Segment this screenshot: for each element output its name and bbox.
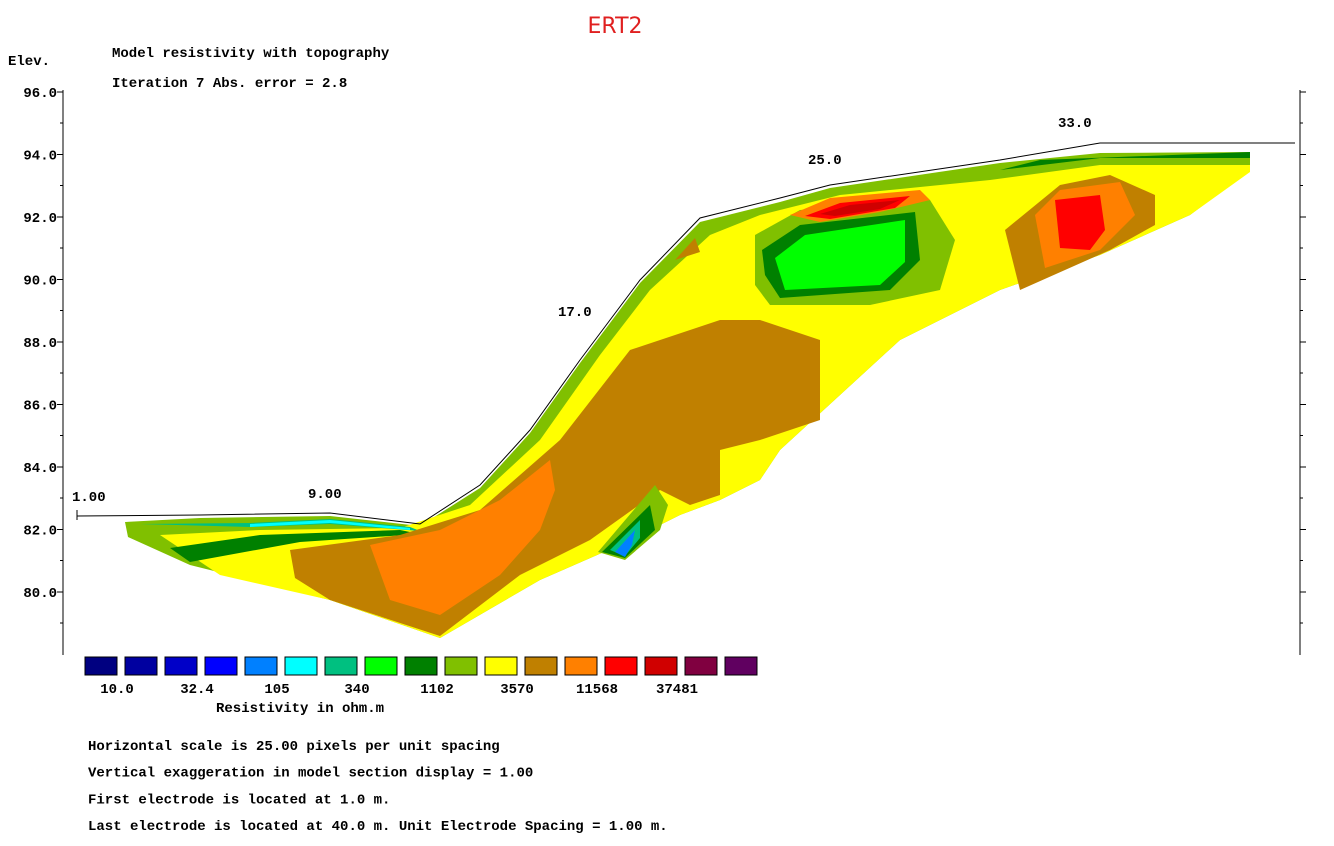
legend-swatch: [204, 656, 238, 676]
y-tick-label: 96.0: [23, 86, 57, 102]
legend-label: 1102: [420, 682, 454, 698]
footer-line: Last electrode is located at 40.0 m. Uni…: [88, 819, 668, 835]
y-tick-label: 86.0: [23, 399, 57, 415]
legend-label: 32.4: [180, 682, 214, 698]
y-tick-label: 84.0: [23, 461, 57, 477]
electrode-label: 1.00: [72, 490, 106, 506]
y-tick-label: 92.0: [23, 211, 57, 227]
legend-label: 37481: [656, 682, 698, 698]
legend-swatch: [124, 656, 158, 676]
header-line: Model resistivity with topography: [112, 46, 390, 62]
y-tick-label: 82.0: [23, 524, 57, 540]
legend-swatch: [644, 656, 678, 676]
legend-label: 3570: [500, 682, 534, 698]
electrode-label: 9.00: [308, 487, 342, 503]
electrode-label: 25.0: [808, 153, 842, 169]
legend-swatch: [164, 656, 198, 676]
footer-line: First electrode is located at 1.0 m.: [88, 792, 390, 808]
footer-line: Horizontal scale is 25.00 pixels per uni…: [88, 739, 500, 755]
legend-swatch: [284, 656, 318, 676]
legend-caption: Resistivity in ohm.m: [216, 701, 384, 717]
legend-swatch: [84, 656, 118, 676]
elev-label: Elev.: [8, 54, 50, 70]
legend-swatch: [604, 656, 638, 676]
legend-swatch: [324, 656, 358, 676]
title: ERT2: [587, 14, 642, 39]
legend-label: 105: [264, 682, 289, 698]
electrode-label: 33.0: [1058, 116, 1092, 132]
legend-swatch: [444, 656, 478, 676]
y-tick-label: 90.0: [23, 274, 57, 290]
legend-swatch: [724, 656, 758, 676]
topography: [76, 142, 1295, 525]
legend-label: 10.0: [100, 682, 134, 698]
footer-line: Vertical exaggeration in model section d…: [88, 766, 533, 782]
header-line: Iteration 7 Abs. error = 2.8: [112, 76, 347, 92]
y-tick-label: 88.0: [23, 336, 57, 352]
y-tick-label: 80.0: [23, 586, 57, 602]
legend-swatch: [244, 656, 278, 676]
legend-swatch: [404, 656, 438, 676]
legend-swatch: [484, 656, 518, 676]
legend-swatch: [364, 656, 398, 676]
legend-swatch: [564, 656, 598, 676]
contours: [125, 152, 1250, 638]
electrode-label: 17.0: [558, 305, 592, 321]
y-tick-label: 94.0: [23, 149, 57, 165]
legend-swatch: [684, 656, 718, 676]
legend-swatch: [524, 656, 558, 676]
legend-label: 11568: [576, 682, 618, 698]
legend-label: 340: [344, 682, 369, 698]
